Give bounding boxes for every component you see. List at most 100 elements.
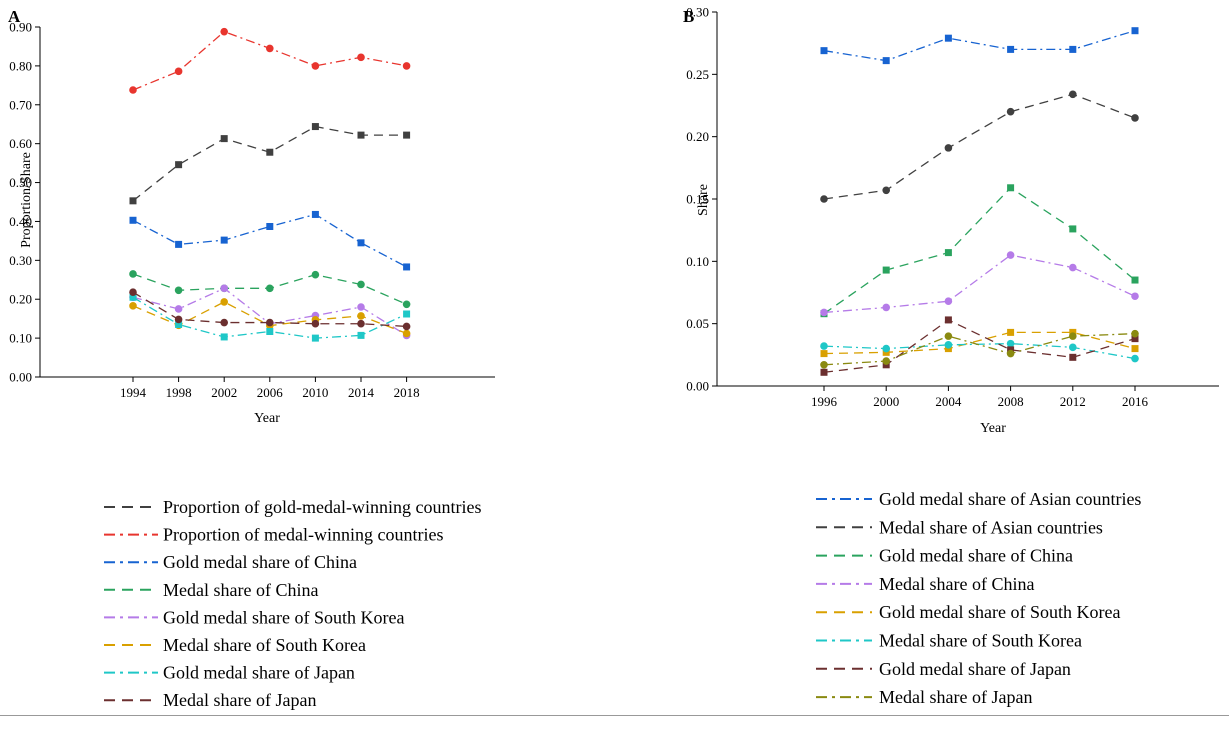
panel-a-series-0-point [175,161,183,169]
panel-b-series-5-point [1069,343,1077,352]
panel-b-series-0-point [944,34,952,42]
panel-b-series-3-point [1006,251,1015,259]
panel-a-x-tick-label: 2002 [211,385,237,400]
panel-a-series-4-point [357,303,365,311]
panel-a-legend-label: Gold medal share of Japan [163,663,355,683]
panel-a-series-3-point [129,270,137,278]
panel-b-x-tick-label: 2004 [935,394,962,409]
panel-b-series-5-line [823,342,1136,360]
panel-a-series-2-line [132,213,407,268]
panel-a-series-7-point [402,322,411,331]
panel-a-series-2-point [129,216,137,224]
panel-b-label: B [683,7,694,26]
panel-a-x-tick-label: 1998 [166,385,192,400]
panel-a-series-1-point [402,62,411,70]
panel-a-series-5-point [357,312,365,320]
panel-b-series-3-point [1131,292,1139,301]
panel-b-series-1-point [882,186,890,195]
panel-b-x-tick-label: 2000 [873,394,899,409]
panel-b-series-5-point [1131,354,1139,363]
panel-a-series-3-point [311,270,320,279]
panel-b-series-0-line [823,30,1136,62]
panel-b-series-1-point [820,195,828,203]
panel-a-series-0-point [403,131,411,139]
panel-a-y-tick-label: 0.60 [9,136,32,151]
panel-b-series-2-line [823,186,1136,315]
panel-b-series-2-point [944,249,952,257]
panel-a-series-2-point [357,239,365,247]
panel-b-series-5-point [1006,339,1015,348]
panel-b-series-7-point [882,357,890,365]
panel-b-series-3-point [944,297,953,306]
panel-a-series-3-point [402,300,411,309]
panel-a-series-1-point [220,27,228,36]
panel-a-y-tick-label: 0.50 [9,175,32,190]
panel-a-series-0-point [220,135,228,143]
panel-b-series-7-point [1131,329,1139,338]
panel-b-y-tick-label: 0.20 [686,129,709,144]
panel-b-y-tick-label: 0.00 [686,379,709,394]
panel-b-legend-label: Gold medal share of Asian countries [879,489,1141,509]
panel-b-series-2-point [1007,184,1015,192]
panel-b-series-1-point [944,144,953,152]
panel-a-y-tick-label: 0.90 [9,20,32,35]
panel-b-x-tick-label: 2008 [998,394,1024,409]
panel-b-series-0-point [882,57,890,65]
panel-b-series-6-point [944,316,952,324]
panel-a-series-5-point [402,329,411,338]
panel-b-x-tick-label: 2016 [1122,394,1149,409]
panel-b-y-tick-label: 0.05 [686,316,709,331]
panel-b-series-3-line [823,254,1136,314]
panel-a-y-tick-label: 0.20 [9,292,32,307]
panel-b-x-tick-label: 2012 [1060,394,1086,409]
panel-a-series-0-point [129,197,137,205]
panel-a-y-axis-title: Proportion/Share [19,152,34,248]
panel-b-y-tick-label: 0.30 [686,5,709,20]
panel-a-series-3-point [266,284,274,293]
panel-a-series-6-point [357,331,365,339]
panel-b-series-1-point [1006,107,1015,116]
panel-b-x-tick-label: 1996 [811,394,838,409]
panel-a-x-tick-label: 1994 [120,385,147,400]
panel-a-series-4-point [174,305,183,313]
panel-b-series-3-point [820,308,828,317]
panel-a-series-2-point [403,263,411,271]
panel-a-y-tick-label: 0.40 [9,214,32,229]
panel-a-legend-label: Medal share of China [163,580,318,600]
panel-a-legend: Proportion of gold-medal-winning countri… [104,497,481,710]
panel-b-series-7-point [1006,349,1015,358]
panel-a-x-tick-label: 2010 [302,385,328,400]
panel-a-series-1-point [129,86,137,94]
panel-a-series-0-point [266,148,274,156]
panel-b-series-3-point [1069,263,1077,272]
panel-b-y-axis-title: Share [696,184,711,216]
panel-b-series-2-point [882,266,890,274]
panel-b-chart: B 0.00 0.05 0.10 0.15 0.20 0.25 0.30 1996 2000 20… [683,5,1219,436]
panel-b-legend-label: Gold medal share of China [879,546,1073,566]
panel-a-y-tick-label: 0.30 [9,253,32,268]
panel-b-series-7-point [820,361,828,369]
panel-a-series-3-point [357,280,365,289]
panel-a-series-2-point [266,223,274,230]
panel-b-series-7-point [1069,332,1077,340]
panel-a-legend-label: Proportion of medal-winning countries [163,525,443,545]
panel-b-series-0-point [1007,45,1015,53]
panel-b-series-3-point [882,303,890,312]
panel-b-legend-label: Medal share of Asian countries [879,517,1103,537]
panel-b-series-5-point [944,341,953,349]
panel-b-series-6-line [823,319,1136,373]
panel-b-series-2-point [1069,225,1077,233]
panel-a-y-tick-label: 0.70 [9,97,32,112]
panel-a-series-0-point [311,123,319,131]
panel-a-series-6-point [175,321,183,328]
panel-a-series-7-point [311,319,320,328]
panel-a-plot-area: 0.00 0.10 0.20 0.30 0.40 0.50 0.60 0.70 0.80 0.90… [9,20,495,400]
panel-a-x-tick-label: 2006 [257,385,284,400]
panel-b-series-4-point [1131,345,1139,353]
panel-a-series-0-point [357,131,365,139]
panel-a-series-7-point [174,315,183,324]
panel-a-legend-label: Medal share of Japan [163,690,316,710]
panel-b-series-5-point [882,344,890,353]
panel-a-series-2-point [175,240,183,248]
panel-a-x-tick-label: 2014 [348,385,375,400]
